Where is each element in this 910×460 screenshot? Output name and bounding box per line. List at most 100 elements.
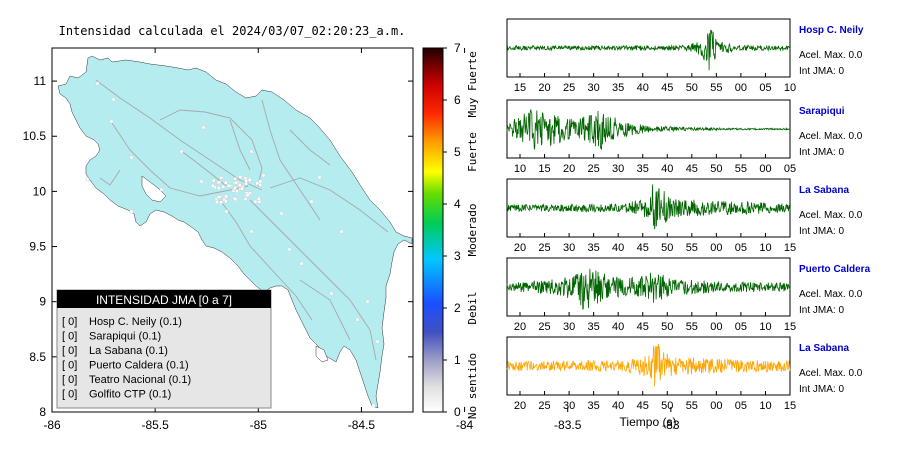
nicoya-gulf bbox=[141, 175, 167, 203]
station-marker bbox=[371, 403, 376, 408]
waveform-tick-label: 05 bbox=[784, 163, 796, 175]
waveform-tick-label: 10 bbox=[784, 82, 796, 94]
accel-max-label: Acel. Max. 0.0 bbox=[799, 210, 863, 221]
int-jma-label: Int JMA: 0 bbox=[799, 305, 844, 316]
waveform-tick-label: 25 bbox=[588, 163, 600, 175]
station-name: La Sabana bbox=[799, 185, 849, 196]
waveform-tick-label: 00 bbox=[710, 242, 722, 254]
waveform-trace bbox=[506, 343, 791, 387]
station-marker bbox=[85, 177, 90, 182]
colorbar-category-label: Fuerte bbox=[466, 132, 479, 172]
waveform-tick-label: 20 bbox=[514, 242, 526, 254]
legend-item-label: Golfito CTP (0.1) bbox=[89, 389, 171, 401]
int-jma-label: Int JMA: 0 bbox=[799, 66, 844, 77]
colorbar-category-label: Moderado bbox=[466, 204, 479, 257]
waveform-tick-label: 00 bbox=[710, 321, 722, 333]
legend-items: [ 0] Hosp C. Neily (0.1) [ 0] Sarapiqui (0.… bbox=[62, 316, 191, 401]
waveform-tick-label: 35 bbox=[588, 321, 600, 333]
colorbar-tick-label: 2 bbox=[454, 301, 461, 315]
station-marker bbox=[375, 339, 380, 344]
waveform-tick-label: 25 bbox=[538, 321, 550, 333]
map-x-tick-label: -85 bbox=[250, 418, 268, 432]
waveform-tick-label: 55 bbox=[686, 400, 698, 412]
road-network bbox=[95, 79, 389, 361]
waveform-tick-label: 10 bbox=[759, 400, 771, 412]
colorbar-tick-label: 5 bbox=[454, 145, 461, 159]
waveform-panels: 15 20 25 30 35 40 45 50 55 00 05 10 Hosp C. Neily Ace… bbox=[506, 18, 871, 429]
int-jma-label: Int JMA: 0 bbox=[799, 147, 844, 158]
colorbar-category-label: No sentido bbox=[466, 353, 479, 419]
waveform-tick-label: 20 bbox=[514, 400, 526, 412]
station-name: Hosp C. Neily bbox=[799, 25, 864, 36]
accel-max-label: Acel. Max. 0.0 bbox=[799, 289, 863, 300]
station-marker bbox=[257, 200, 262, 204]
waveform-tick-label: 40 bbox=[612, 242, 624, 254]
station-marker bbox=[249, 229, 254, 234]
station-marker bbox=[226, 184, 231, 188]
station-marker bbox=[217, 195, 221, 199]
waveform-tick-label: 35 bbox=[588, 242, 600, 254]
int-jma-label: Int JMA: 0 bbox=[799, 384, 844, 395]
waveform-tick-label: 45 bbox=[661, 82, 673, 94]
waveform-tick-label: 30 bbox=[563, 400, 575, 412]
waveform-tick-label: 40 bbox=[612, 400, 624, 412]
time-axis-label: Tiempo (s) bbox=[620, 415, 677, 429]
colorbar-categories: No sentido Debil Moderado Fuerte Muy Fuerte bbox=[466, 51, 479, 419]
station-marker bbox=[111, 97, 116, 102]
waveform-x-axis: 20 25 30 35 40 45 50 55 00 05 10 15 bbox=[514, 233, 796, 254]
waveform-tick-label: 45 bbox=[637, 242, 649, 254]
legend-box bbox=[56, 289, 272, 409]
station-marker bbox=[238, 175, 242, 179]
station-marker bbox=[215, 200, 219, 204]
station-marker bbox=[233, 186, 237, 190]
station-marker bbox=[240, 186, 244, 191]
station-marker bbox=[129, 155, 134, 160]
station-marker bbox=[238, 183, 242, 187]
colorbar-ticks: 0 1 2 3 4 5 6 7 bbox=[443, 41, 461, 419]
legend-item-bracket: [ 0] bbox=[62, 389, 77, 401]
station-marker bbox=[247, 178, 252, 182]
station-marker bbox=[287, 247, 292, 252]
waveform-tick-label: 45 bbox=[637, 321, 649, 333]
station-marker bbox=[249, 149, 254, 154]
map-x-tick-label: -84 bbox=[456, 418, 474, 432]
waveform-tick-label: 20 bbox=[563, 163, 575, 175]
station-marker bbox=[201, 125, 206, 130]
station-marker bbox=[212, 178, 216, 183]
map-x-tick-label: -86 bbox=[43, 418, 61, 432]
map-x-tick-label: -83.5 bbox=[554, 418, 582, 432]
legend-item-bracket: [ 0] bbox=[62, 360, 77, 372]
legend-title: INTENSIDAD JMA [0 a 7] bbox=[96, 293, 232, 307]
waveform-tick-label: 50 bbox=[661, 242, 673, 254]
waveform-tick-label: 15 bbox=[538, 163, 550, 175]
station-marker bbox=[234, 180, 238, 185]
map-y-tick-label: 8 bbox=[39, 405, 46, 419]
waveform-tick-label: 35 bbox=[612, 82, 624, 94]
waveform-x-axis: 10 15 20 25 30 35 40 45 50 55 00 05 bbox=[514, 154, 796, 175]
map-y-tick-label: 10.5 bbox=[23, 129, 47, 143]
station-marker bbox=[258, 179, 262, 184]
waveform-tick-label: 50 bbox=[710, 163, 722, 175]
colorbar-tick-label: 4 bbox=[454, 197, 461, 211]
station-marker bbox=[261, 173, 266, 178]
map-x-tick-label: -85.5 bbox=[141, 418, 169, 432]
station-name: Sarapiqui bbox=[799, 106, 845, 117]
station-marker bbox=[129, 209, 134, 214]
int-jma-label: Int JMA: 0 bbox=[799, 226, 844, 237]
station-marker bbox=[258, 183, 262, 187]
waveform-trace bbox=[506, 29, 791, 71]
waveform-tick-label: 30 bbox=[612, 163, 624, 175]
costa-rica-land bbox=[57, 55, 413, 409]
legend-item-label: La Sabana (0.1) bbox=[89, 345, 168, 357]
map-y-tick-label: 9 bbox=[39, 295, 46, 309]
station-marker bbox=[339, 229, 344, 234]
waveform-panel-2: 10 15 20 25 30 35 40 45 50 55 00 05 Sarapiqui Acel. M… bbox=[506, 99, 863, 175]
waveform-tick-label: 40 bbox=[661, 163, 673, 175]
station-marker bbox=[257, 197, 261, 201]
station-marker bbox=[233, 177, 237, 181]
station-name: Puerto Caldera bbox=[799, 264, 871, 275]
legend-header bbox=[57, 290, 271, 308]
waveform-tick-label: 10 bbox=[514, 163, 526, 175]
map-y-tick-label: 9.5 bbox=[29, 240, 46, 254]
